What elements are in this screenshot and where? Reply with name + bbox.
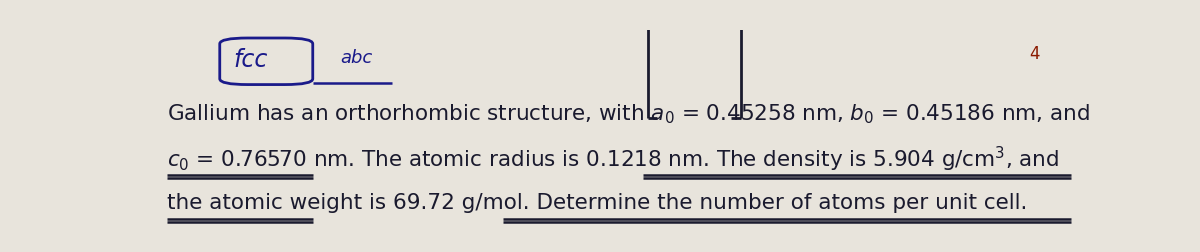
Text: 4: 4 — [1028, 46, 1039, 64]
Text: abc: abc — [341, 49, 373, 67]
Text: fcc: fcc — [233, 48, 268, 72]
Text: $c_0$ = 0.76570 nm. The atomic radius is 0.1218 nm. The density is 5.904 g/cm$^3: $c_0$ = 0.76570 nm. The atomic radius is… — [167, 145, 1058, 174]
Text: Gallium has an orthorhombic structure, with $a_0$ = 0.45258 nm, $b_0$ = 0.45186 : Gallium has an orthorhombic structure, w… — [167, 103, 1090, 127]
Text: the atomic weight is 69.72 g/mol. Determine the number of atoms per unit cell.: the atomic weight is 69.72 g/mol. Determ… — [167, 193, 1027, 213]
